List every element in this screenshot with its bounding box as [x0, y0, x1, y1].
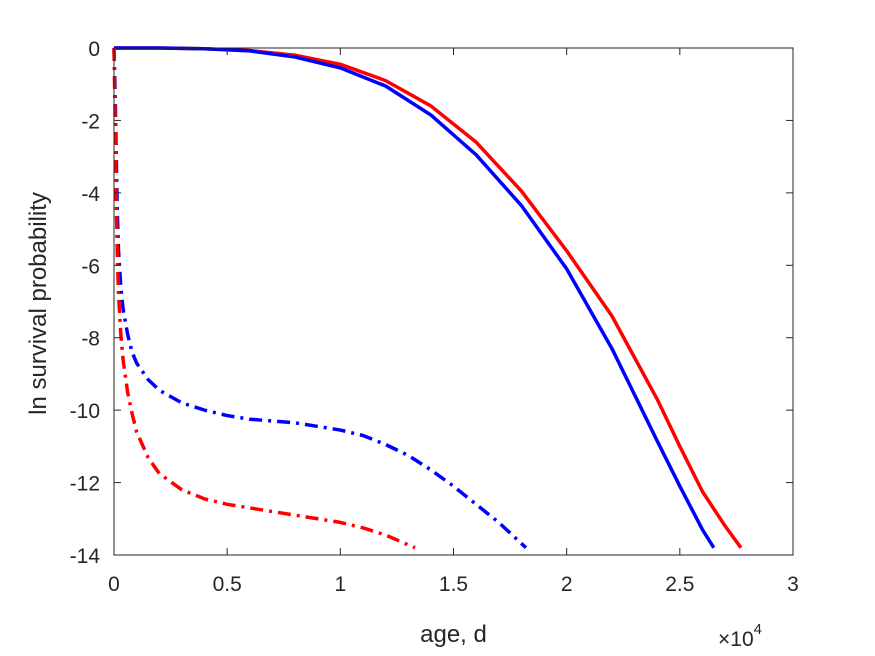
x-multiplier-exponent: 4 [754, 621, 762, 638]
y-axis-label: ln survival probability [25, 192, 52, 415]
x-tick-label: 2.5 [665, 573, 694, 596]
x-tick-label: 0.5 [213, 573, 242, 596]
y-tick-label: -2 [81, 110, 100, 133]
x-tick-label: 3 [787, 573, 799, 596]
x-tick-label: 1 [334, 573, 346, 596]
x-axis-label: age, d [420, 621, 487, 648]
y-tick-label: -8 [81, 328, 100, 351]
y-ticks: 0 -2 -4 -6 -8 -10 -12 -14 [70, 38, 793, 568]
series-line-1 [114, 46, 743, 549]
series-line-4 [112, 47, 416, 550]
series-line-3 [112, 47, 528, 550]
y-tick-label: -6 [81, 255, 100, 278]
y-tick-label: -10 [70, 400, 100, 423]
x-tick-label: 0 [108, 573, 120, 596]
y-tick-label: -4 [81, 183, 100, 206]
x-axis-multiplier: ×104 [718, 621, 762, 651]
series-line-2 [114, 46, 716, 549]
x-multiplier-base: ×10 [718, 628, 754, 651]
y-tick-label: 0 [88, 38, 100, 61]
x-tick-label: 2 [561, 573, 573, 596]
series-layer [112, 46, 743, 550]
x-tick-label: 1.5 [439, 573, 468, 596]
x-ticks: 0 0.5 1 1.5 2 2.5 3 [108, 48, 799, 596]
y-tick-label: -12 [70, 473, 100, 496]
y-tick-label: -14 [70, 545, 101, 568]
